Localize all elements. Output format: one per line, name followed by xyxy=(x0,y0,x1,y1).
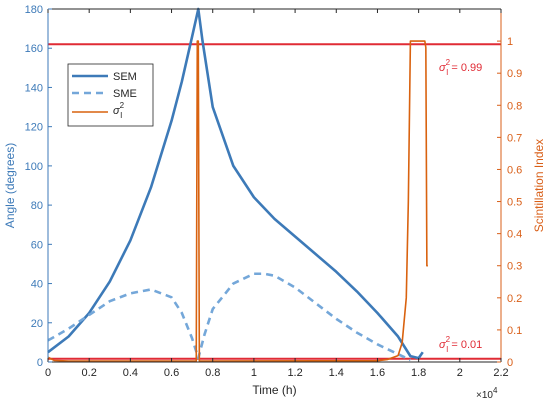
threshold-value: = 0.01 xyxy=(448,339,482,351)
x-tick-label: 0 xyxy=(45,367,51,379)
y-right-tick-label: 0 xyxy=(507,357,513,369)
series-line-scintillation-index xyxy=(47,40,428,362)
x-tick-label: 1.4 xyxy=(329,367,344,379)
series-line-sme xyxy=(47,272,411,362)
x-exponent-power: 4 xyxy=(493,386,498,395)
plot-area xyxy=(48,9,501,362)
x-tick-label: 2.2 xyxy=(493,367,508,379)
sigma-superscript: 2 xyxy=(446,58,451,67)
sigma-subscript: I xyxy=(446,345,448,354)
y-right-tick-label: 0.6 xyxy=(507,164,522,176)
y-left-tick-label: 80 xyxy=(31,200,43,212)
y-left-tick-label: 120 xyxy=(25,122,43,134)
x-tick-label: 1 xyxy=(251,367,257,379)
legend-box xyxy=(67,63,154,127)
sigma-symbol: σ xyxy=(439,62,446,74)
y-left-tick-label: 60 xyxy=(31,239,43,251)
x-tick-label: 0.8 xyxy=(205,367,220,379)
y-right-tick-label: 0.4 xyxy=(507,229,522,241)
x-tick-label: 1.6 xyxy=(370,367,385,379)
legend-label-sem: SEM xyxy=(113,71,137,83)
y-right-tick-label: 0.1 xyxy=(507,325,522,337)
y-left-tick-label: 160 xyxy=(25,43,43,55)
x-tick-label: 1.2 xyxy=(287,367,302,379)
y-right-tick-label: 0.5 xyxy=(507,197,522,209)
y-right-tick-label: 0.3 xyxy=(507,261,522,273)
x-tick-label: 2 xyxy=(457,367,463,379)
x-tick-label: 1.8 xyxy=(411,367,426,379)
y-right-tick-label: 0.7 xyxy=(507,132,522,144)
legend-label-sme: SME xyxy=(113,88,137,100)
y-right-tick-label: 0.2 xyxy=(507,293,522,305)
sigma-superscript: 2 xyxy=(446,335,451,344)
x-tick-label: 0.6 xyxy=(164,367,179,379)
sigma-symbol: σ xyxy=(113,105,120,117)
y-left-axis-label: Angle (degrees) xyxy=(3,143,17,228)
sigma-superscript: 2 xyxy=(120,101,125,110)
y-right-tick-label: 1 xyxy=(507,36,513,48)
legend-label-scintillation-index: σ2 I xyxy=(113,101,125,120)
threshold-label-1: σ2 I = 0.01 xyxy=(439,335,482,354)
x-tick-label: 0.2 xyxy=(82,367,97,379)
y-left-tick-label: 20 xyxy=(31,318,43,330)
y-right-tick-label: 0.8 xyxy=(507,100,522,112)
x-tick-label: 0.4 xyxy=(123,367,138,379)
x-axis-exponent: ×104 xyxy=(476,386,498,401)
threshold-label-0: σ2 I = 0.99 xyxy=(439,58,482,77)
y-right-axis-label: Scintillation Index xyxy=(532,139,546,232)
threshold-value: = 0.99 xyxy=(448,62,482,74)
y-left-tick-label: 40 xyxy=(31,279,43,291)
sigma-symbol: σ xyxy=(439,339,446,351)
x-axis-label: Time (h) xyxy=(252,383,296,397)
x-exponent-base: ×10 xyxy=(476,390,493,401)
sigma-subscript: I xyxy=(446,68,448,77)
sigma-subscript: I xyxy=(120,111,122,120)
y-left-tick-label: 180 xyxy=(25,4,43,16)
y-left-tick-label: 0 xyxy=(37,357,43,369)
y-left-tick-label: 140 xyxy=(25,82,43,94)
y-left-tick-label: 100 xyxy=(25,161,43,173)
y-right-tick-label: 0.9 xyxy=(507,68,522,80)
series-line-sem xyxy=(47,7,424,360)
